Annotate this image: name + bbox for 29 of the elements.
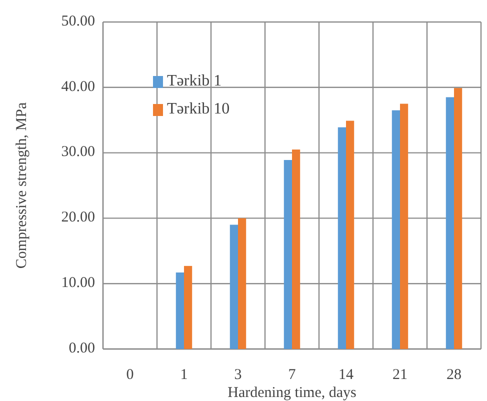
x-tick-label: 28 — [446, 367, 462, 383]
y-tick-label: 30.00 — [61, 144, 95, 160]
bar — [238, 218, 246, 349]
y-tick-label: 10.00 — [61, 275, 95, 292]
x-tick-label: 0 — [126, 367, 134, 383]
y-tick-label: 50.00 — [61, 13, 95, 30]
x-tick-label: 3 — [234, 367, 242, 383]
bar — [346, 120, 354, 349]
bar — [284, 160, 292, 349]
x-tick-label: 21 — [392, 367, 408, 383]
y-tick-label: 0.00 — [68, 340, 95, 356]
bar — [292, 150, 300, 349]
legend-label: Tərkib 1 — [167, 72, 222, 90]
x-tick-label: 7 — [288, 367, 296, 383]
legend-label: Tərkib 10 — [167, 100, 230, 118]
bar — [230, 224, 238, 349]
bar — [454, 88, 462, 349]
x-tick-label: 14 — [338, 367, 354, 383]
y-tick-label: 40.00 — [61, 78, 95, 95]
bar — [184, 266, 192, 349]
bar — [176, 272, 184, 349]
y-axis-title: Compressive strength, MPa — [14, 102, 30, 269]
bar — [446, 97, 454, 349]
bar — [338, 127, 346, 349]
bar — [392, 110, 400, 349]
bar — [400, 104, 408, 349]
x-axis-title: Hardening time, days — [228, 385, 357, 401]
x-tick-label: 1 — [180, 367, 188, 383]
y-tick-label: 20.00 — [61, 210, 95, 226]
